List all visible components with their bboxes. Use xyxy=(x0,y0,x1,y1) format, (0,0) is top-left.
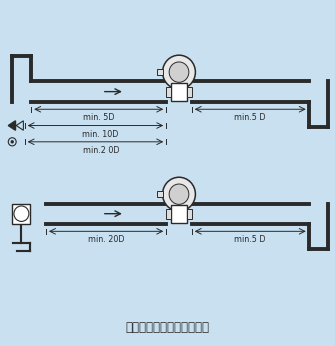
Polygon shape xyxy=(8,121,15,130)
Bar xyxy=(166,87,171,97)
Text: min. 20D: min. 20D xyxy=(88,235,124,244)
Bar xyxy=(157,191,162,198)
Bar xyxy=(187,87,192,97)
Circle shape xyxy=(162,177,195,211)
Bar xyxy=(157,69,162,75)
Text: min. 5D: min. 5D xyxy=(83,113,115,122)
Text: min. 10D: min. 10D xyxy=(82,130,119,139)
Bar xyxy=(171,205,187,222)
Circle shape xyxy=(169,62,189,82)
Circle shape xyxy=(162,55,195,89)
Bar xyxy=(12,203,30,224)
Bar xyxy=(187,209,192,219)
Text: min.2 0D: min.2 0D xyxy=(83,146,120,155)
Bar xyxy=(171,83,187,101)
Text: 弯管、阀门和泵之间的安装: 弯管、阀门和泵之间的安装 xyxy=(126,321,209,334)
Text: min.5 D: min.5 D xyxy=(234,235,266,244)
Bar xyxy=(166,209,171,219)
Circle shape xyxy=(11,141,13,143)
Text: min.5 D: min.5 D xyxy=(234,113,266,122)
Circle shape xyxy=(169,184,189,204)
